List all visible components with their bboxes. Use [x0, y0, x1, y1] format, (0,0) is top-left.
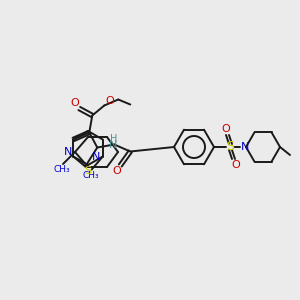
- Text: H: H: [110, 134, 117, 143]
- Text: O: O: [112, 167, 121, 176]
- Text: CH₃: CH₃: [54, 166, 70, 175]
- Text: N: N: [109, 140, 118, 151]
- Text: CH₃: CH₃: [82, 171, 99, 180]
- Text: O: O: [105, 97, 114, 106]
- Text: O: O: [222, 124, 230, 134]
- Text: N: N: [241, 142, 249, 152]
- Text: N: N: [92, 152, 100, 161]
- Text: S: S: [226, 140, 234, 154]
- Text: N: N: [64, 147, 72, 157]
- Text: O: O: [70, 98, 79, 109]
- Text: O: O: [232, 160, 240, 170]
- Text: S: S: [85, 167, 92, 176]
